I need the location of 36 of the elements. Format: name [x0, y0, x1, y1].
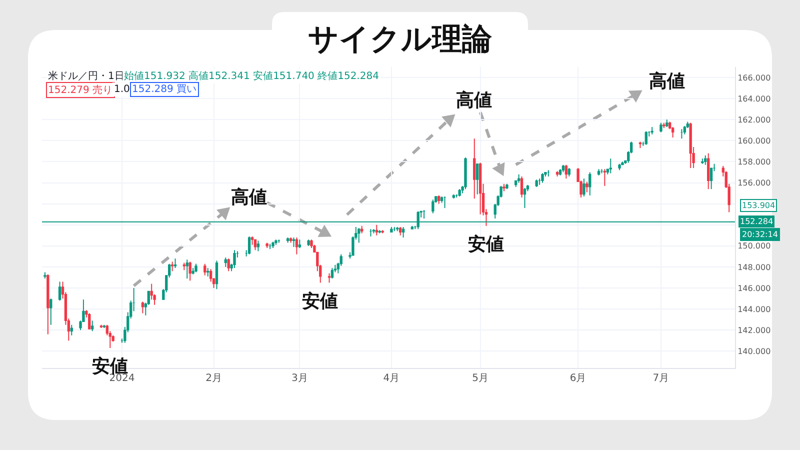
annotation: 1.0 — [114, 84, 130, 95]
y-tick-label: 164.000 — [738, 94, 771, 104]
y-tick-label: 166.000 — [738, 73, 771, 82]
candlestick — [44, 272, 46, 280]
x-tick-label: 2024 — [109, 373, 135, 384]
annotation: 始値151.932 高値152.341 安値151.740 終値152.284 — [124, 70, 379, 82]
annotation: 安値 — [468, 234, 504, 255]
ref-line-label: 152.284 — [740, 217, 774, 226]
x-tick-label: 3月 — [291, 373, 308, 384]
annotation: 米ドル／円・1日 — [48, 70, 124, 82]
y-tick-label: 142.000 — [738, 326, 771, 335]
annotation: 高値 — [231, 187, 267, 208]
annotation: 高値 — [456, 90, 492, 111]
y-tick-label: 160.000 — [738, 136, 771, 146]
text: 20:32:14 — [742, 230, 778, 239]
y-tick-label: 146.000 — [738, 284, 771, 293]
x-tick-label: 4月 — [383, 373, 400, 384]
candlestick — [662, 122, 666, 129]
chart-title: サイクル理論 — [308, 22, 493, 57]
candlestick — [502, 183, 506, 192]
text: 153.904 — [742, 201, 776, 210]
x-tick-label: 6月 — [570, 373, 586, 384]
y-tick-label: 156.000 — [738, 178, 771, 188]
annotation: 安値 — [302, 291, 338, 312]
annotation: 152.289 買い — [132, 84, 197, 95]
y-tick-label: 158.000 — [738, 158, 771, 167]
annotation: 152.279 売り — [48, 84, 113, 96]
y-tick-label: 140.000 — [738, 346, 771, 356]
y-tick-label: 162.000 — [738, 115, 771, 124]
x-tick-label: 2月 — [206, 373, 222, 384]
y-tick-label: 144.000 — [738, 304, 771, 314]
annotation: 高値 — [649, 71, 685, 92]
y-tick-label: 148.000 — [738, 262, 771, 272]
x-tick-label: 5月 — [472, 373, 488, 384]
x-tick-label: 7月 — [652, 373, 670, 384]
y-tick-label: 150.000 — [738, 242, 771, 251]
